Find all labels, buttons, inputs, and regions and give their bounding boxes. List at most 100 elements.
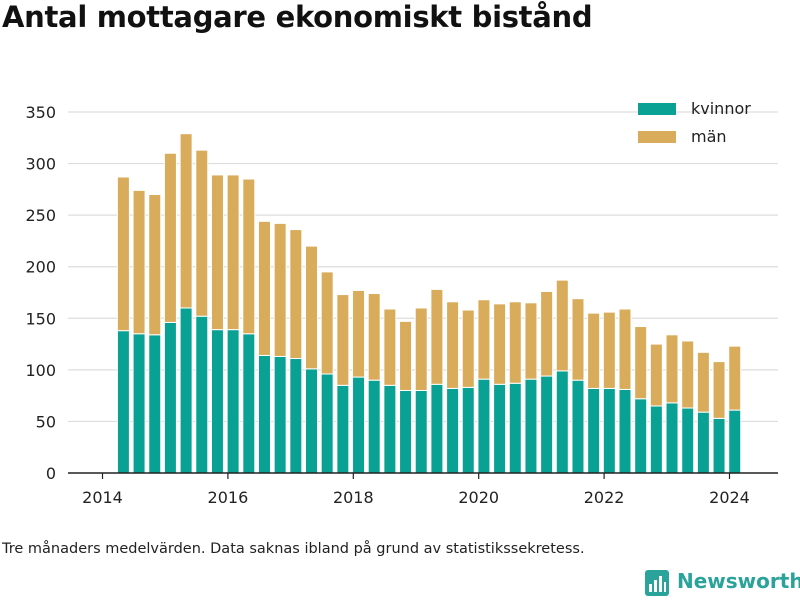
legend-swatch <box>638 131 676 143</box>
bar-kvinnor <box>132 333 146 474</box>
bar-kvinnor <box>210 329 224 474</box>
bar-man <box>681 340 695 409</box>
bar-man <box>383 308 397 386</box>
bar-kvinnor <box>712 417 726 474</box>
bar-kvinnor <box>352 376 366 474</box>
bar-kvinnor <box>383 384 397 474</box>
bar-kvinnor <box>461 386 475 474</box>
bar-kvinnor <box>430 383 444 474</box>
bar-kvinnor <box>273 355 287 474</box>
bar-kvinnor <box>540 375 554 474</box>
bar-man <box>728 345 742 411</box>
brand-logo: Newsworthy <box>643 567 800 599</box>
bar-man <box>210 174 224 331</box>
bar-man <box>649 343 663 407</box>
bar-kvinnor <box>508 382 522 474</box>
y-tick-label: 300 <box>25 155 56 174</box>
y-tick-label: 350 <box>25 103 56 122</box>
bar-man <box>320 271 334 375</box>
bar-man <box>602 311 616 389</box>
chart-title: Antal mottagare ekonomiskt bistånd <box>2 0 593 34</box>
bar-kvinnor <box>446 387 460 474</box>
bar-kvinnor <box>305 368 318 474</box>
bar-man <box>430 288 444 385</box>
bar-kvinnor <box>399 389 413 474</box>
bar-man <box>163 152 177 323</box>
bar-kvinnor <box>696 411 710 474</box>
bar-man <box>226 174 240 331</box>
bar-man <box>555 279 569 372</box>
bar-kvinnor <box>179 307 193 474</box>
bar-man <box>508 301 522 384</box>
bar-man <box>273 222 287 357</box>
bar-man <box>336 294 350 386</box>
bar-man <box>493 303 507 385</box>
bar-kvinnor <box>320 373 334 474</box>
bar-kvinnor <box>289 358 303 474</box>
y-tick-label: 50 <box>36 412 56 431</box>
brand-name: Newsworthy <box>677 569 800 593</box>
legend-label: män <box>691 127 727 146</box>
bar-man <box>116 176 130 332</box>
bar-man <box>446 301 460 389</box>
x-tick-label: 2020 <box>458 488 499 507</box>
newsworthy-logo-icon <box>645 570 669 596</box>
bar-kvinnor <box>618 388 632 474</box>
bar-man <box>352 289 366 378</box>
bar-kvinnor <box>587 387 601 474</box>
bar-man <box>414 307 428 391</box>
bar-man <box>179 133 193 309</box>
bar-man <box>571 298 585 381</box>
bar-man <box>696 351 710 413</box>
bar-man <box>461 309 475 388</box>
bar-man <box>132 189 146 335</box>
bar-man <box>399 320 413 391</box>
y-tick-label: 100 <box>25 361 56 380</box>
bar-man <box>665 334 679 404</box>
bar-kvinnor <box>336 384 350 474</box>
axes: 0 50 100 150 200 250 300 350 2014 2016 2018 2020 202… <box>25 103 778 507</box>
bar-kvinnor <box>649 405 663 474</box>
bar-kvinnor <box>634 398 648 474</box>
legend-swatch <box>638 103 676 115</box>
bar-kvinnor <box>477 378 491 474</box>
bar-kvinnor <box>414 389 428 474</box>
bar-kvinnor <box>524 378 538 474</box>
bar-man <box>477 299 491 380</box>
x-tick-label: 2016 <box>208 488 249 507</box>
bar-man <box>712 361 726 419</box>
y-tick-label: 250 <box>25 206 56 225</box>
bar-man <box>257 220 271 356</box>
bar-man <box>289 229 303 360</box>
bar-kvinnor <box>116 330 130 474</box>
bar-man <box>587 312 601 389</box>
bar-kvinnor <box>242 333 256 474</box>
bar-kvinnor <box>571 379 585 474</box>
bar-man <box>524 302 538 380</box>
bars <box>116 133 742 474</box>
bar-kvinnor <box>195 315 209 474</box>
bar-kvinnor <box>226 329 240 474</box>
bar-kvinnor <box>257 354 271 474</box>
bar-kvinnor <box>602 387 616 474</box>
x-tick-label: 2024 <box>709 488 750 507</box>
x-tick-label: 2022 <box>584 488 625 507</box>
bar-man <box>367 293 381 381</box>
y-tick-label: 0 <box>46 464 56 483</box>
bar-kvinnor <box>148 334 162 474</box>
bar-kvinnor <box>163 321 177 474</box>
x-tick-label: 2014 <box>82 488 123 507</box>
bar-kvinnor <box>493 383 507 474</box>
bar-man <box>634 326 648 400</box>
bar-man <box>540 290 554 377</box>
bar-kvinnor <box>555 370 569 474</box>
footnote: Tre månaders medelvärden. Data saknas ib… <box>2 541 585 557</box>
bar-man <box>195 149 209 317</box>
bar-man <box>305 245 318 370</box>
bar-kvinnor <box>665 402 679 474</box>
bar-man <box>148 194 162 336</box>
y-tick-label: 150 <box>25 309 56 328</box>
x-tick-label: 2018 <box>333 488 374 507</box>
bar-kvinnor <box>367 379 381 474</box>
